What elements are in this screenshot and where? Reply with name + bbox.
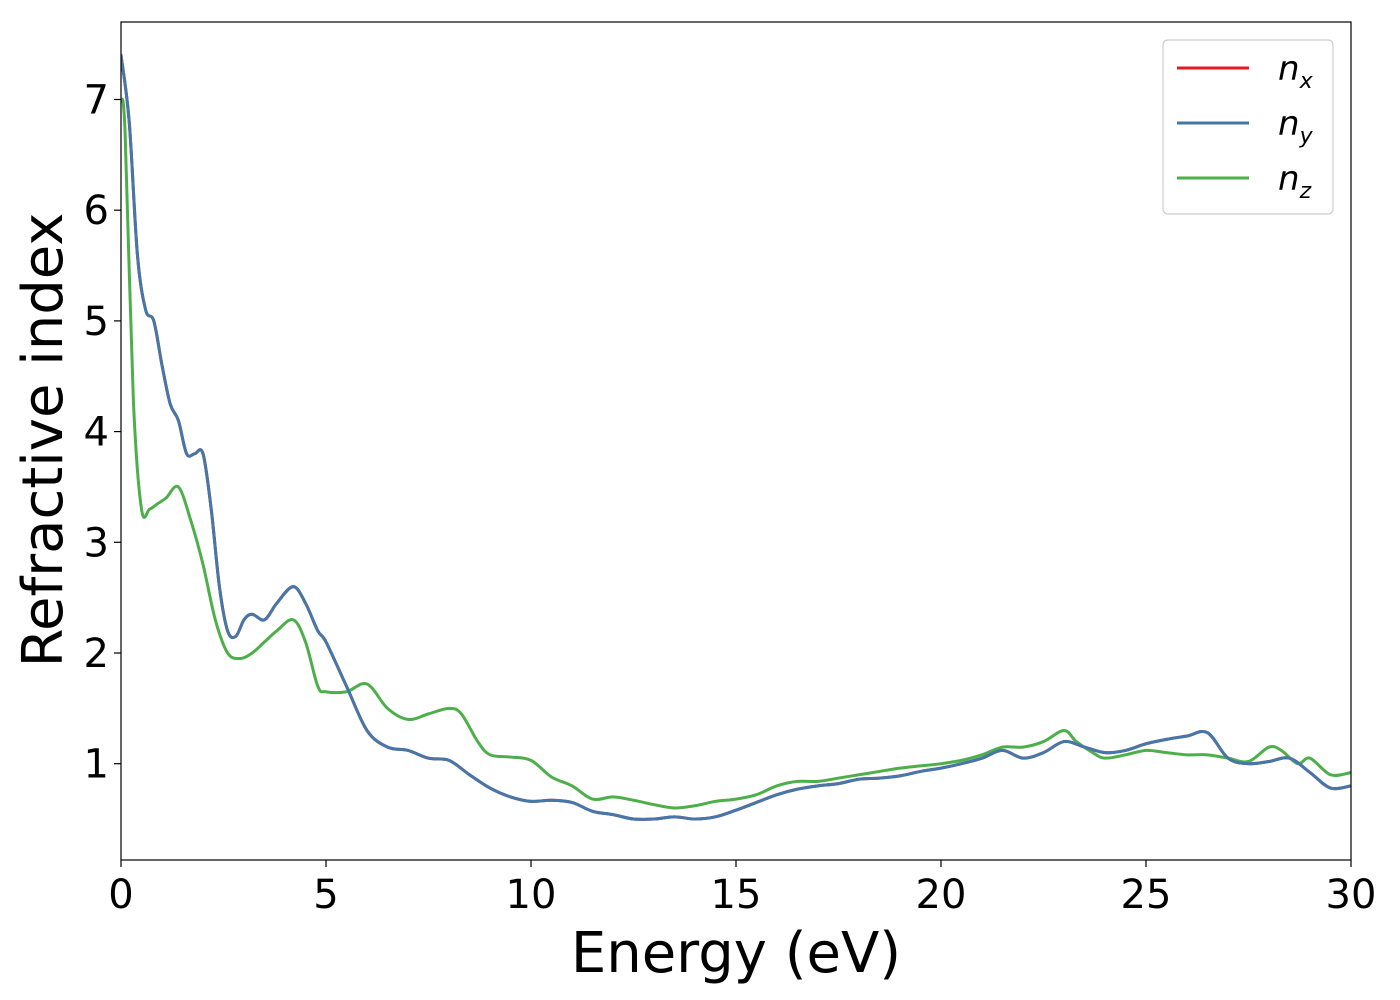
y-axis-title: Refractive index [11,213,76,668]
x-tick-label: 25 [1121,872,1172,918]
y-tick-label: 5 [84,299,109,345]
y-tick-label: 3 [84,520,109,566]
x-tick-label: 10 [506,872,557,918]
legend: nx ny nz [1162,39,1334,215]
legend-label-n-x: nx [1278,49,1314,94]
x-tick-label: 0 [108,872,133,918]
series-line-n-z [121,97,1351,810]
series-line-n-y [121,53,1351,821]
y-tick-label: 4 [84,410,109,456]
x-tick-label: 30 [1326,872,1377,918]
x-tick-label: 15 [711,872,762,918]
legend-box [1162,39,1334,215]
legend-label-n-z: nz [1278,159,1312,204]
x-tick-label: 20 [916,872,967,918]
x-axis-title: Energy (eV) [571,921,901,986]
legend-label-n-y: ny [1278,104,1314,149]
y-tick-label: 6 [84,188,109,234]
y-tick-label: 7 [84,77,109,123]
series-layer [121,53,1351,821]
ticks-layer: 0 5 10 15 20 25 30 1 2 3 4 5 6 7 [84,77,1377,918]
y-tick-label: 1 [84,742,109,788]
x-tick-label: 5 [313,872,338,918]
y-tick-label: 2 [84,631,109,677]
